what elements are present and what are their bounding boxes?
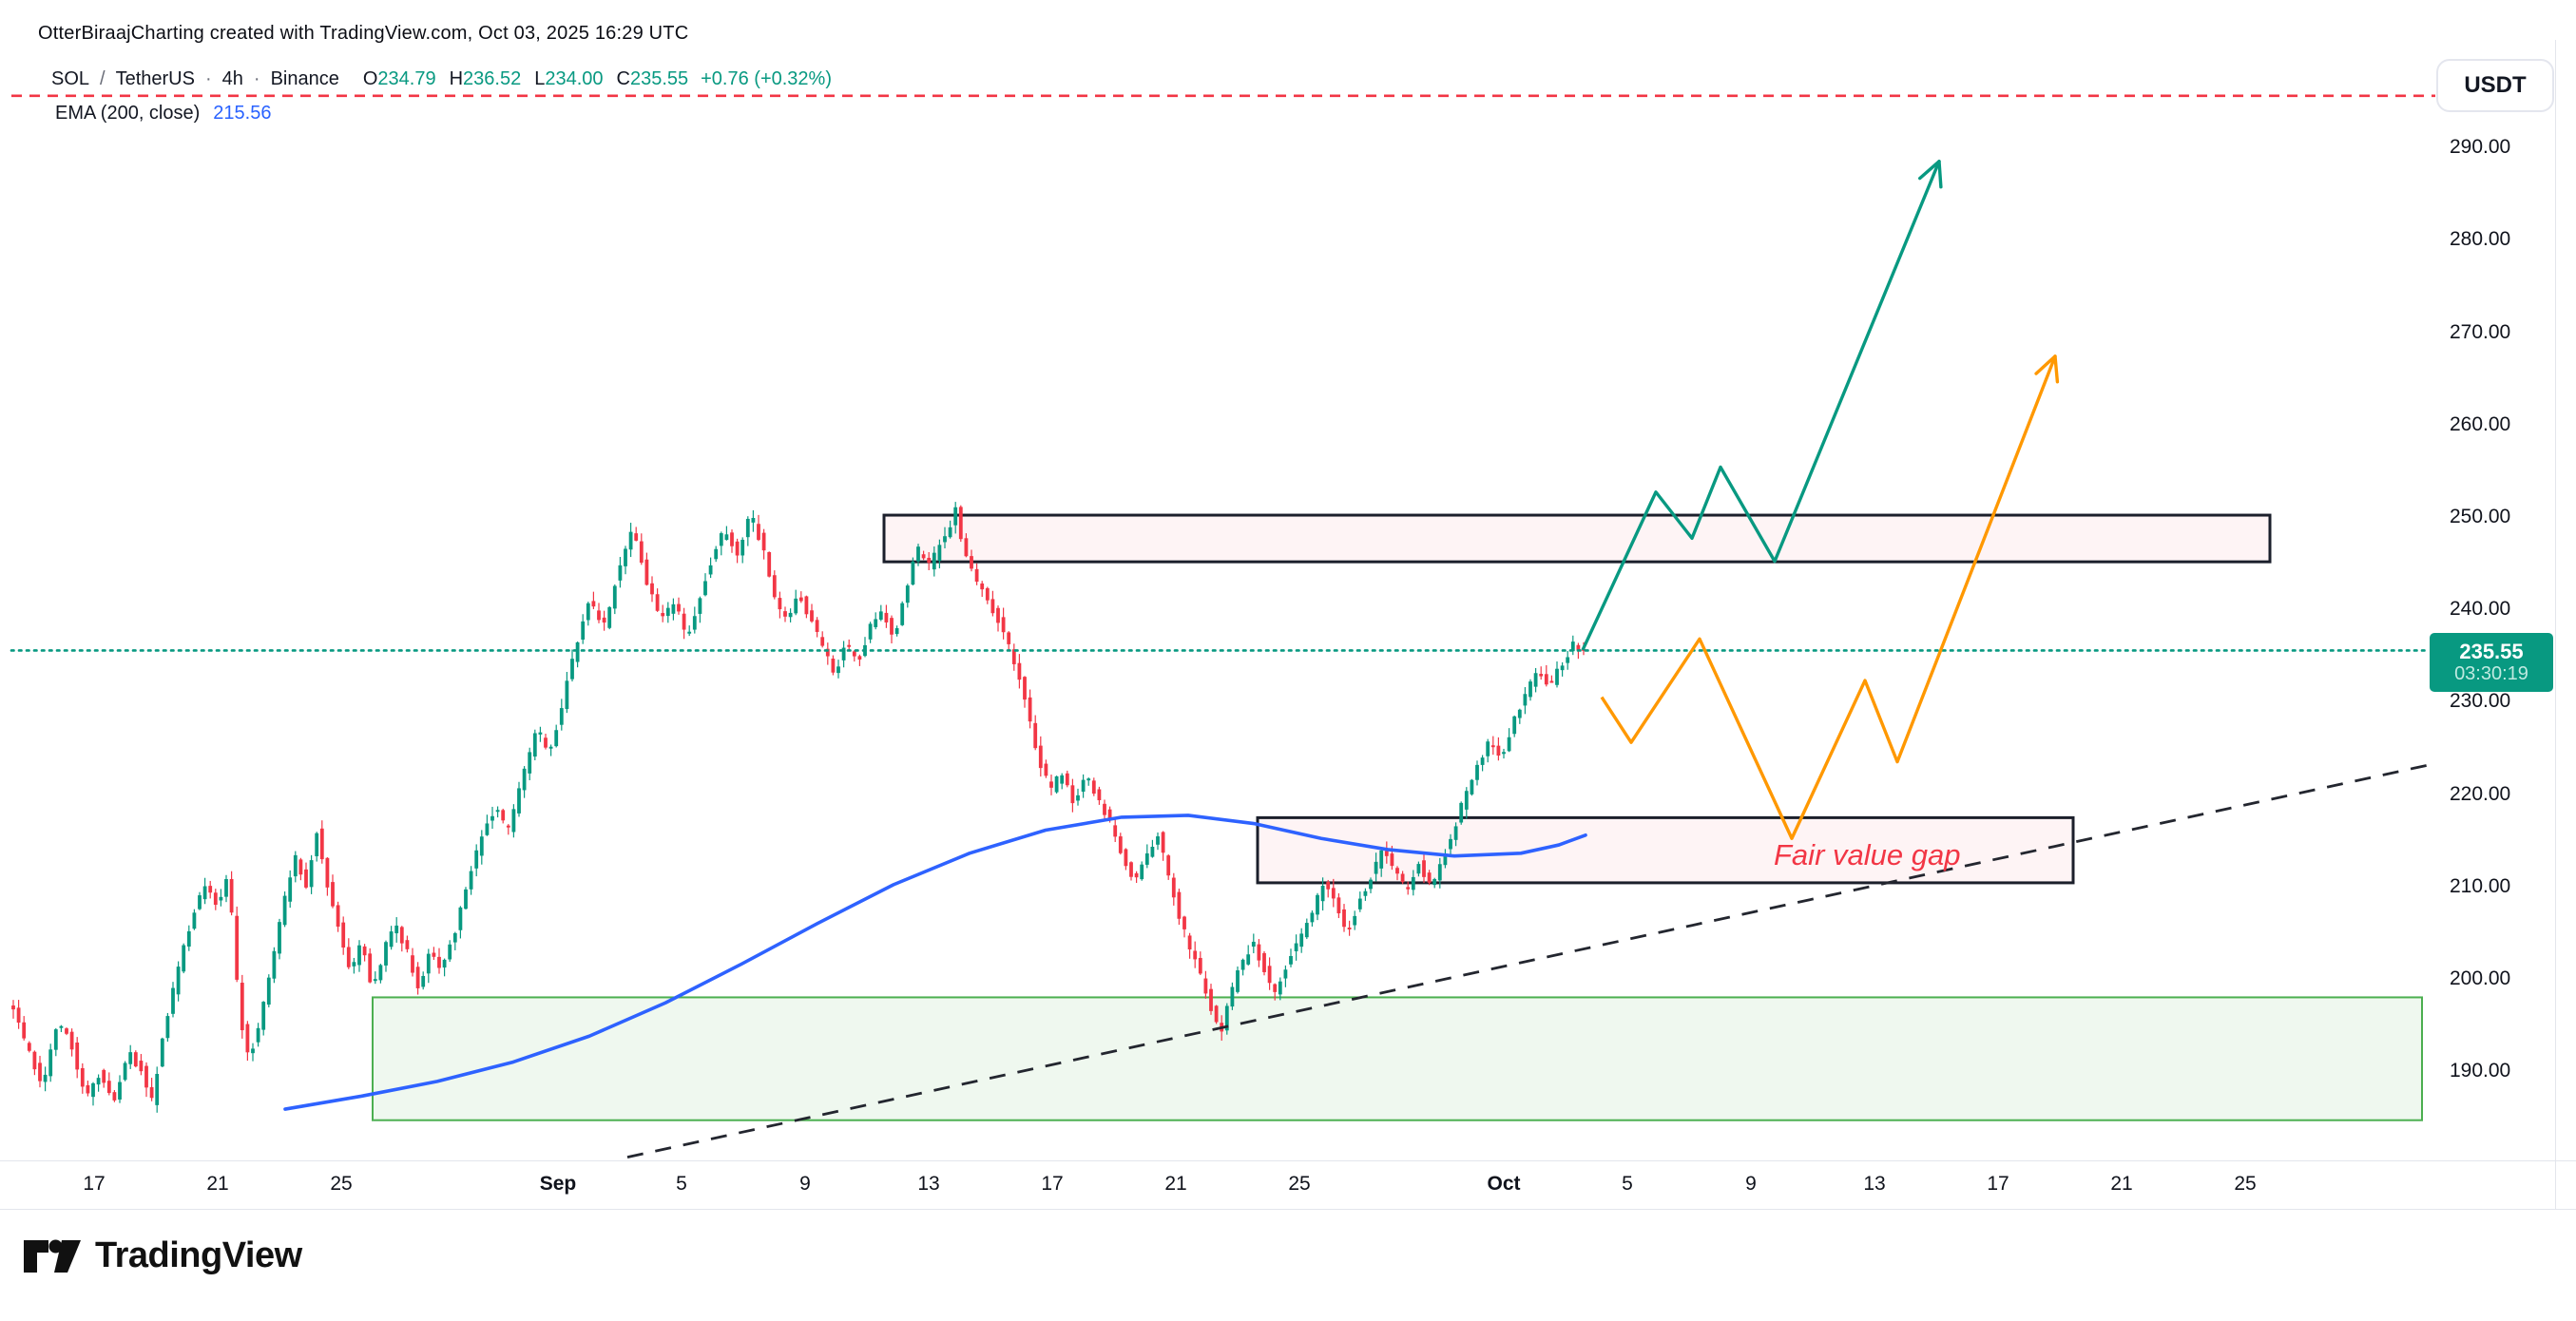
price-tick-label: 220.00 — [2450, 782, 2511, 805]
price-tick-label: 230.00 — [2450, 690, 2511, 713]
time-tick-label: 17 — [83, 1173, 106, 1195]
demand-zone — [372, 996, 2423, 1121]
change-value: +0.76 (+0.32%) — [701, 68, 832, 89]
time-tick-label: Sep — [539, 1173, 577, 1195]
indicator-legend[interactable]: EMA (200, close) 215.56 — [55, 103, 271, 124]
ohlc-item: H236.52 — [449, 68, 522, 89]
symbol-base: SOL — [51, 68, 90, 89]
symbol-quote: TetherUS — [115, 68, 195, 89]
currency-label: USDT — [2464, 72, 2527, 98]
time-tick-label: 17 — [1041, 1173, 1064, 1195]
time-tick-label: 25 — [330, 1173, 353, 1195]
time-tick-label: 5 — [1622, 1173, 1633, 1195]
tradingview-wordmark: TradingView — [95, 1235, 302, 1275]
tradingview-logo[interactable]: TradingView — [23, 1235, 302, 1276]
time-axis-top-border — [0, 1160, 2576, 1161]
time-tick-label: Oct — [1487, 1173, 1521, 1195]
pullback-path — [1600, 355, 2057, 840]
ohlc-values: O234.79 H236.52 L234.00 C235.55 — [363, 68, 688, 90]
exchange: Binance — [270, 68, 339, 89]
currency-toggle-button[interactable]: USDT — [2436, 59, 2554, 112]
ema-200-line — [283, 814, 1587, 1111]
time-tick-label: 25 — [1288, 1173, 1311, 1195]
indicator-name: EMA (200, close) — [55, 103, 201, 124]
trendline — [626, 763, 2432, 1158]
time-tick-label: 9 — [799, 1173, 811, 1195]
time-tick-label: 13 — [917, 1173, 940, 1195]
symbol-slash: / — [100, 68, 106, 89]
zones — [372, 513, 2423, 1121]
symbol-legend[interactable]: SOL / TetherUS · 4h · Binance O234.79 H23… — [51, 68, 832, 90]
supply-zone — [882, 513, 2272, 564]
time-axis-bottom-border — [0, 1209, 2576, 1210]
time-tick-label: 21 — [206, 1173, 229, 1195]
tradingview-logo-icon — [24, 1239, 81, 1273]
candles — [11, 502, 1586, 1113]
price-tick-label: 250.00 — [2450, 506, 2511, 527]
indicator-value: 215.56 — [213, 103, 272, 124]
bar-countdown: 03:30:19 — [2454, 663, 2528, 685]
time-tick-label: 17 — [1987, 1173, 2009, 1195]
last-price-badge[interactable]: 235.55 03:30:19 — [2430, 633, 2553, 692]
price-tick-label: 280.00 — [2450, 228, 2511, 251]
time-tick-label: 13 — [1863, 1173, 1886, 1195]
time-tick-label: 25 — [2234, 1173, 2257, 1195]
legend-dot: · — [253, 68, 260, 89]
time-tick-label: 21 — [2110, 1173, 2133, 1195]
ohlc-item: C235.55 — [616, 68, 689, 89]
projections — [1581, 160, 2060, 840]
ema — [283, 814, 1587, 1111]
chart-attribution-title: OtterBiraajCharting created with Trading… — [38, 23, 689, 44]
price-tick-label: 290.00 — [2450, 136, 2511, 159]
bullish-path — [1581, 161, 1941, 651]
price-tick-label: 210.00 — [2450, 874, 2511, 897]
time-tick-label: 5 — [676, 1173, 687, 1195]
timeframe[interactable]: 4h — [221, 68, 243, 89]
price-tick-label: 200.00 — [2450, 967, 2511, 989]
trendline — [626, 763, 2432, 1158]
time-tick-label: 21 — [1164, 1173, 1187, 1195]
price-axis-right-border — [2555, 40, 2556, 1209]
price-tick-label: 240.00 — [2450, 598, 2511, 621]
fair-value-gap-label[interactable]: Fair value gap — [1774, 838, 1961, 871]
time-tick-label: 9 — [1745, 1173, 1757, 1195]
last-price: 235.55 — [2459, 639, 2524, 663]
price-tick-label: 260.00 — [2450, 412, 2511, 435]
legend-dot: · — [204, 68, 212, 89]
ohlc-item: O234.79 — [362, 68, 436, 89]
price-tick-label: 190.00 — [2450, 1060, 2511, 1082]
price-tick-label: 270.00 — [2450, 320, 2511, 343]
ohlc-item: L234.00 — [534, 68, 604, 89]
